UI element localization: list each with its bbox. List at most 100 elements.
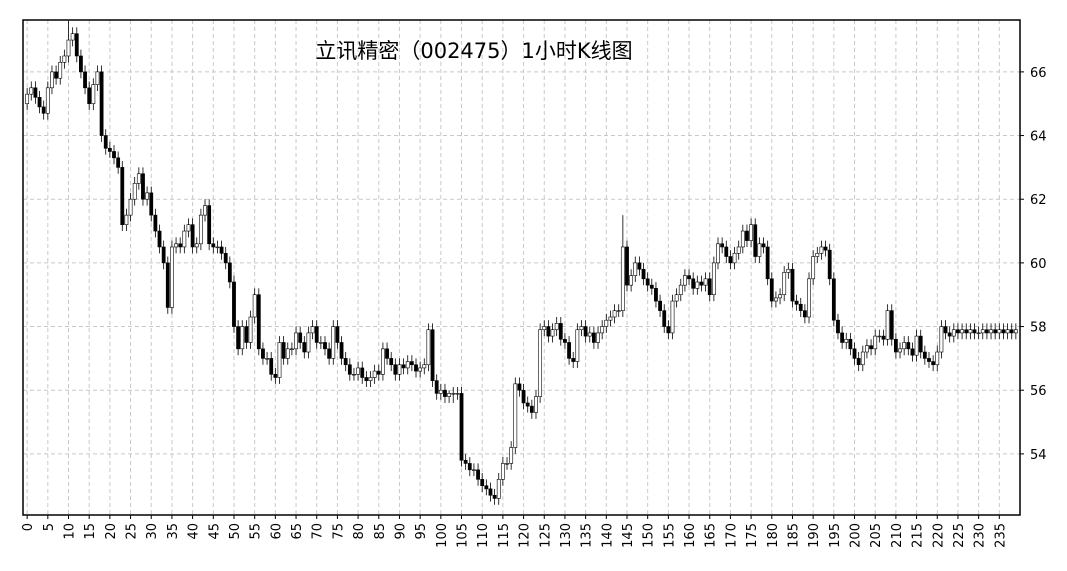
candle-body [141,173,145,200]
candle-body [161,246,166,264]
x-tick-label: 30 [145,523,160,540]
candle-body [426,329,431,366]
candle-body [956,329,960,334]
y-tick-label: 62 [1030,193,1047,208]
candle-body [558,323,563,340]
candle-body [893,338,898,353]
x-tick-label: 5 [42,523,57,531]
x-tick-label: 190 [807,523,822,548]
x-tick-label: 55 [249,523,264,540]
candle-body [418,367,423,372]
candle-body [898,348,902,353]
candle-body [215,246,220,249]
candle-body [298,332,303,343]
candle-body [645,278,650,286]
x-tick-label: 60 [269,523,284,540]
candle-body [124,214,129,225]
candle-body [178,243,183,248]
candle-body [318,342,323,344]
candle-body [174,243,178,248]
x-tick-label: 85 [373,523,388,540]
candle-body [261,348,265,359]
candle-body [265,358,269,360]
candle-body [720,243,725,248]
candle-body [306,332,311,353]
x-tick-label: 105 [456,523,471,548]
candle-body [534,396,538,413]
candle-body [37,97,42,108]
candle-body [236,326,241,350]
x-tick-label: 50 [228,523,243,540]
candle-body [157,230,162,248]
candle-body [29,87,34,95]
candle-body [563,338,567,343]
x-tick-label: 210 [890,523,905,548]
candle-body [550,329,555,337]
candle-body [575,329,580,362]
candle-body [472,469,476,471]
candle-body [496,479,501,499]
candle-body [244,326,249,343]
x-tick-label: 45 [207,523,222,540]
candle-body [145,192,150,200]
x-tick-label: 80 [352,523,367,540]
candle-body [670,300,675,334]
candle-body [972,329,977,334]
candle-body [443,389,447,397]
candle-body [422,364,427,369]
x-tick-label: 125 [538,523,553,548]
candle-body [389,358,394,366]
candle-body [223,253,228,264]
candle-body [381,348,385,375]
candle-body [492,494,497,499]
candle-body [339,342,344,359]
candle-body [116,157,121,168]
candle-body [877,335,882,338]
candle-body [54,71,58,79]
candle-body [463,459,468,464]
candle-body [951,329,956,337]
x-tick-label: 200 [849,523,864,548]
candle-body [1013,329,1018,334]
candle-body [281,342,286,359]
candle-body [447,393,452,397]
candle-body [716,243,720,264]
candle-body [190,224,195,248]
x-tick-label: 0 [21,523,36,531]
candle-body [596,332,600,343]
candle-body [947,332,952,337]
candle-body [509,447,514,464]
x-tick-label: 150 [642,523,657,548]
candle-body [724,246,729,257]
x-tick-label: 160 [683,523,698,548]
candle-body [939,326,944,353]
candle-body [790,268,795,302]
candle-body [823,246,828,251]
candle-body [182,230,187,248]
candle-body [885,310,890,340]
y-tick-label: 58 [1030,321,1047,336]
x-tick-label: 130 [559,523,574,548]
candle-body [360,367,365,378]
candle-body [985,329,989,334]
candle-body [83,71,87,89]
candle-body [153,214,158,232]
x-tick-label: 20 [104,523,119,540]
candle-body [579,326,584,331]
candle-body [964,329,969,334]
candle-body [356,367,360,375]
candle-body [538,329,543,397]
candle-body [467,463,472,471]
candle-body [327,348,332,359]
candle-body [198,214,203,245]
candle-body [976,332,981,335]
candle-body [761,243,766,248]
plot-frame [22,19,1021,516]
candle-body [831,278,836,321]
candle-body [695,281,700,289]
x-tick-label: 100 [435,523,450,548]
candle-body [753,224,758,257]
candle-body [186,224,191,232]
candle-body [455,393,460,395]
